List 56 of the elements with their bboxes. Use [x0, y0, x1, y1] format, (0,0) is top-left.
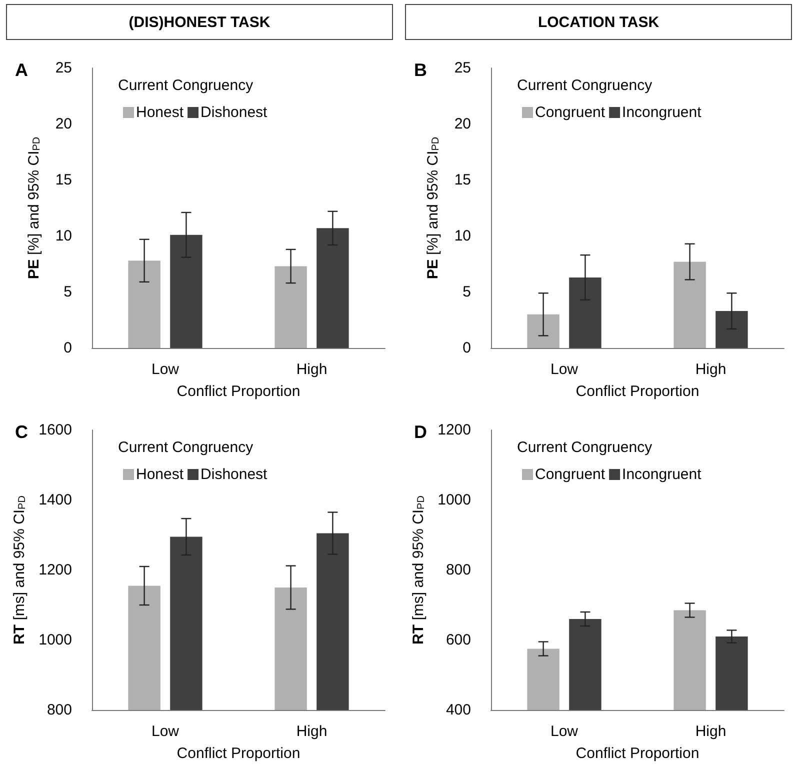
- legend-label: Dishonest: [200, 466, 268, 483]
- legend-label: Incongruent: [622, 104, 702, 121]
- y-tick-label: 5: [64, 284, 72, 300]
- x-axis-title: Conflict Proportion: [576, 745, 700, 762]
- y-tick-label: 800: [446, 562, 471, 578]
- y-tick-label: 600: [446, 632, 471, 648]
- x-tick-label: High: [695, 361, 726, 378]
- y-tick-label: 15: [454, 172, 471, 188]
- x-tick-label: Low: [550, 361, 578, 378]
- y-axis-title: PE [%] and 95% CIPD: [424, 136, 442, 280]
- legend-label: Congruent: [535, 466, 606, 483]
- y-tick-label: 5: [462, 284, 471, 300]
- legend-label: Incongruent: [622, 466, 702, 483]
- legend-label: Honest: [136, 104, 184, 121]
- y-tick-label: 1600: [38, 422, 72, 438]
- legend-label: Congruent: [535, 104, 606, 121]
- y-tick-label: 1200: [38, 562, 72, 578]
- chart-title: D: [414, 422, 427, 442]
- y-tick-label: 1200: [438, 422, 471, 438]
- legend-title: Current Congruency: [118, 77, 254, 94]
- y-tick-label: 1400: [38, 492, 72, 508]
- legend-title: Current Congruency: [517, 439, 653, 456]
- x-axis-title: Conflict Proportion: [176, 383, 300, 400]
- x-tick-label: High: [296, 723, 328, 740]
- x-tick-label: Low: [151, 723, 180, 740]
- legend-title: Current Congruency: [118, 439, 254, 456]
- y-tick-label: 10: [454, 228, 471, 244]
- y-tick-label: 15: [55, 172, 72, 188]
- y-axis-title: RT [ms] and 95% CIPD: [410, 496, 428, 644]
- y-tick-label: 10: [55, 228, 72, 244]
- y-tick-label: 1000: [438, 492, 471, 508]
- x-tick-label: High: [296, 361, 328, 378]
- y-tick-label: 800: [46, 702, 72, 718]
- y-tick-label: 0: [462, 340, 471, 356]
- y-tick-label: 0: [64, 340, 72, 356]
- y-axis-title: PE [%] and 95% CIPD: [26, 136, 42, 280]
- header-box: LOCATION TASK: [405, 4, 792, 40]
- chart-title: A: [15, 60, 28, 80]
- y-tick-label: 25: [55, 60, 72, 76]
- chart-title: B: [414, 60, 427, 80]
- header-box: (DIS)HONEST TASK: [6, 4, 393, 40]
- x-tick-label: High: [695, 723, 726, 740]
- y-tick-label: 25: [454, 60, 471, 76]
- x-tick-label: Low: [151, 361, 180, 378]
- y-tick-label: 1000: [38, 632, 72, 648]
- y-tick-label: 400: [446, 702, 471, 718]
- y-tick-label: 20: [55, 116, 72, 132]
- x-axis-title: Conflict Proportion: [576, 383, 700, 400]
- chart-title: C: [15, 422, 28, 442]
- legend-label: Dishonest: [200, 104, 268, 121]
- y-axis-title: RT [ms] and 95% CIPD: [11, 496, 28, 644]
- x-tick-label: Low: [550, 723, 578, 740]
- legend-title: Current Congruency: [517, 77, 653, 94]
- legend-label: Honest: [136, 466, 184, 483]
- x-axis-title: Conflict Proportion: [176, 745, 300, 762]
- y-tick-label: 20: [454, 116, 471, 132]
